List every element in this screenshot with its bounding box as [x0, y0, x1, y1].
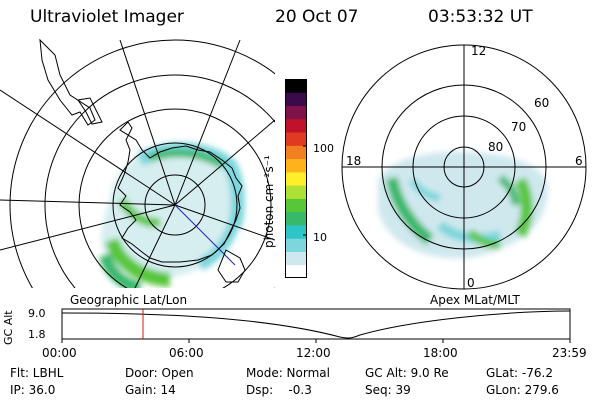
- mlat-label-60: 60: [534, 96, 550, 110]
- mlt-axes: [342, 45, 586, 289]
- colorbar-swatch: [285, 92, 307, 107]
- gain-status: Gain: 14: [125, 383, 176, 397]
- colorbar-swatch: [285, 211, 307, 226]
- sun-direction-line: [174, 204, 236, 266]
- colorbar-border: [285, 79, 307, 278]
- colorbar: [285, 79, 307, 278]
- colorbar-tick-10: 10: [313, 231, 327, 244]
- latitude-circles: [9, 39, 275, 288]
- timeline-xtick-1: 06:00: [169, 346, 204, 360]
- colorbar-unit-label: photon cm⁻²s⁻¹: [262, 155, 276, 248]
- colorbar-swatch: [285, 105, 307, 120]
- colorbar-swatch: [285, 158, 307, 173]
- mlt-label-0: 0: [467, 276, 475, 290]
- dsp-status: Dsp: -0.3: [246, 383, 312, 397]
- seq-status: Seq: 39: [365, 383, 411, 397]
- geographic-map: [0, 38, 275, 288]
- mlt-label-6: 6: [575, 154, 583, 168]
- timeline-ytick-min: 1.8: [28, 328, 46, 341]
- colorbar-swatch: [285, 132, 307, 146]
- timeline-xtick-2: 12:00: [296, 346, 331, 360]
- timeline-x-ticks: [61, 339, 571, 343]
- timeline-xtick-0: 00:00: [42, 346, 77, 360]
- glat-status: GLat: -76.2: [486, 366, 553, 380]
- colorbar-swatch: [285, 198, 307, 213]
- glon-status: GLon: 279.6: [486, 383, 559, 397]
- timeline-ytick-max: 9.0: [28, 307, 46, 320]
- mode-status: Mode: Normal: [246, 366, 330, 380]
- timeline-xtick-3: 18:00: [423, 346, 458, 360]
- timeline-xtick-4: 23:59: [552, 346, 587, 360]
- mlat-label-70: 70: [511, 120, 527, 134]
- door-status: Door: Open: [125, 366, 194, 380]
- geographic-caption: Geographic Lat/Lon: [70, 293, 188, 307]
- colorbar-swatch: [285, 79, 307, 93]
- colorbar-tick-100: 100: [313, 142, 334, 155]
- aurora-oval-geographic: [99, 141, 245, 288]
- meridian-lines: [0, 39, 275, 288]
- timeline-ylabel: GC Alt: [2, 310, 15, 345]
- aurora-oval-magnetic: [378, 151, 548, 259]
- mlt-label-12: 12: [471, 44, 487, 58]
- mlat-label-80: 80: [488, 140, 504, 154]
- colorbar-swatch: [285, 264, 307, 278]
- colorbar-swatch: [285, 251, 307, 266]
- colorbar-swatch: [285, 171, 307, 186]
- coastlines: [39, 38, 246, 283]
- mlt-label-18: 18: [346, 154, 362, 168]
- time-label: 03:53:32 UT: [428, 7, 533, 27]
- magnetic-polar-plot: [341, 44, 587, 290]
- gc-alt-status: GC Alt: 9.0 Re: [365, 366, 449, 380]
- altitude-timeline: [61, 308, 571, 343]
- colorbar-swatch: [285, 118, 307, 133]
- colorbar-swatch: [285, 224, 307, 239]
- instrument-title: Ultraviolet Imager: [30, 7, 184, 27]
- ip-status: IP: 36.0: [10, 383, 56, 397]
- colorbar-swatch: [285, 185, 307, 199]
- colorbar-swatch: [285, 145, 307, 160]
- colorbar-swatch: [285, 238, 307, 252]
- magnetic-caption: Apex MLat/MLT: [430, 293, 520, 307]
- filter-status: Flt: LBHL: [10, 366, 64, 380]
- date-label: 20 Oct 07: [275, 7, 359, 27]
